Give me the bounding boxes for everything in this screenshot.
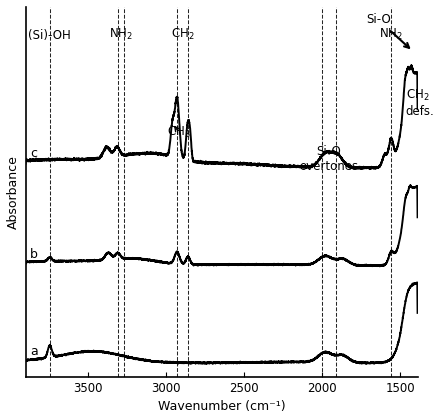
Text: b: b [30,248,38,261]
Text: a: a [30,345,38,358]
Y-axis label: Absorbance: Absorbance [7,155,20,229]
Text: CH$_3$: CH$_3$ [167,125,191,140]
Text: Si-O
overtones: Si-O overtones [299,144,358,173]
Text: NH$_2$: NH$_2$ [109,27,133,42]
Text: (Si)-OH: (Si)-OH [28,29,71,42]
Text: c: c [30,147,37,160]
Text: NH$_2$: NH$_2$ [379,27,403,42]
Text: CH$_2$
defs.: CH$_2$ defs. [406,88,435,118]
Text: Si-O: Si-O [366,13,409,48]
Text: CH$_2$: CH$_2$ [171,27,194,42]
X-axis label: Wavenumber (cm⁻¹): Wavenumber (cm⁻¹) [158,400,285,413]
